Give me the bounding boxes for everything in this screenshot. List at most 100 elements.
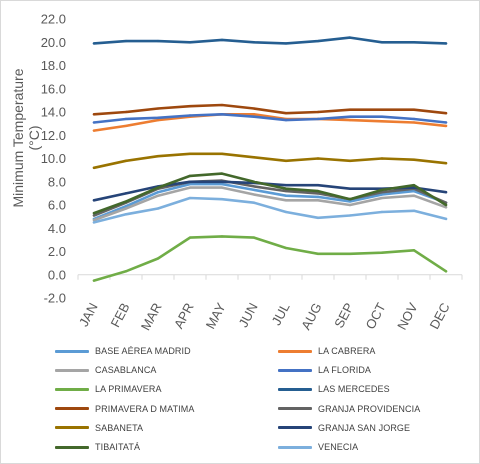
data-point [284, 111, 288, 115]
data-point [284, 184, 288, 187]
data-point [220, 182, 224, 186]
data-point [316, 117, 320, 121]
data-point [156, 107, 160, 110]
x-tick-label: SEP [331, 300, 356, 330]
x-tick-label: JUL [269, 300, 293, 327]
data-point [316, 199, 320, 202]
data-point [316, 192, 320, 195]
data-point [92, 42, 96, 45]
data-point [380, 157, 384, 160]
data-point [220, 152, 224, 156]
data-point [348, 159, 352, 163]
data-point [348, 187, 352, 190]
data-point [252, 201, 256, 204]
y-tick-label: 16.0 [41, 81, 66, 96]
data-point [220, 186, 224, 189]
data-point [156, 118, 160, 122]
data-point [92, 199, 96, 202]
data-point [348, 214, 352, 217]
data-point [252, 193, 256, 196]
data-point [412, 108, 416, 111]
data-point [220, 180, 224, 183]
y-tick-label: 12.0 [41, 128, 66, 143]
x-tick-label: JAN [76, 300, 101, 329]
data-point [124, 124, 128, 128]
data-point [412, 189, 416, 193]
data-point [188, 41, 192, 44]
x-tick-label: APR [171, 300, 197, 331]
data-point [252, 115, 256, 118]
series-line-3 [92, 113, 448, 124]
data-point [380, 120, 384, 123]
data-point [252, 188, 256, 192]
data-point [316, 39, 320, 43]
series-line-0 [92, 182, 448, 221]
data-point [412, 209, 416, 213]
data-point [412, 249, 416, 252]
data-point [380, 41, 384, 44]
data-point [316, 216, 320, 219]
data-point [348, 197, 352, 201]
y-tick-label: 10.0 [41, 151, 66, 166]
data-point [220, 103, 224, 107]
data-point [188, 152, 192, 156]
data-point [380, 191, 384, 194]
data-point [284, 189, 288, 193]
data-point [124, 39, 128, 43]
y-tick-label: 14.0 [41, 105, 66, 120]
data-point [284, 187, 288, 190]
data-point [124, 117, 128, 121]
x-tick-label: NOV [394, 300, 421, 332]
data-point [412, 117, 416, 121]
y-tick-label: 8.0 [48, 174, 66, 189]
data-point [188, 114, 192, 117]
y-tick-label: 18.0 [41, 58, 66, 73]
series-line-10 [92, 172, 448, 215]
series-line-8 [92, 152, 448, 170]
data-point [444, 42, 448, 45]
data-point [444, 270, 448, 273]
data-point [348, 203, 352, 207]
data-point [156, 191, 160, 194]
series-line-6 [92, 103, 448, 116]
data-point [156, 257, 160, 260]
data-point [156, 194, 160, 197]
data-point [124, 270, 128, 273]
data-point [444, 111, 448, 115]
data-point [124, 204, 128, 208]
data-point [92, 218, 96, 222]
y-tick-label: 2.0 [48, 244, 66, 259]
data-point [252, 41, 256, 44]
data-point [348, 115, 352, 118]
data-point [92, 221, 96, 224]
data-point [316, 252, 320, 256]
data-point [444, 217, 448, 221]
data-point [412, 41, 416, 44]
series-line-1 [92, 113, 448, 132]
data-point [316, 195, 320, 199]
data-point [188, 236, 192, 239]
data-point [348, 108, 352, 111]
data-point [316, 184, 320, 187]
data-point [220, 113, 224, 116]
data-point [252, 236, 256, 239]
data-point [412, 194, 416, 197]
data-point [188, 180, 192, 183]
data-point [124, 159, 128, 163]
data-point [220, 235, 224, 238]
data-point [156, 154, 160, 158]
data-point [444, 121, 448, 124]
data-point [156, 186, 160, 189]
data-point [92, 121, 96, 124]
data-point [188, 182, 192, 186]
data-point [380, 196, 384, 200]
data-point [348, 118, 352, 122]
data-point [284, 194, 288, 197]
data-point [252, 156, 256, 159]
y-tick-label: 6.0 [48, 198, 66, 213]
data-point [92, 214, 96, 217]
x-tick-label: JUN [236, 300, 261, 329]
data-point [444, 203, 448, 207]
data-point [412, 121, 416, 124]
